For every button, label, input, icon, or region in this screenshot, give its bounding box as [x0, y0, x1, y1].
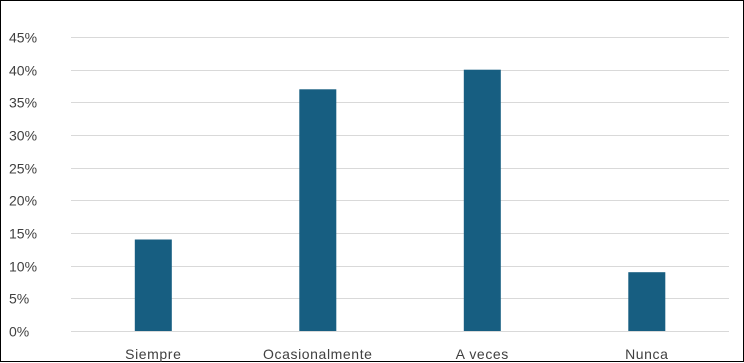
bar-a-veces — [463, 69, 501, 331]
y-tick-label: 15% — [9, 226, 37, 242]
y-tick-label: 20% — [9, 193, 37, 209]
bars — [134, 69, 666, 331]
y-tick-label: 5% — [9, 291, 29, 307]
x-category-label: Nunca — [625, 346, 668, 362]
y-tick-label: 35% — [9, 95, 37, 111]
x-category-label: A veces — [456, 346, 509, 362]
x-axis-category-labels: Siempre Ocasionalmente A veces Nunca — [125, 346, 668, 362]
bar-nunca — [628, 272, 666, 331]
y-tick-label: 0% — [9, 324, 29, 340]
bar-siempre — [134, 239, 172, 331]
y-tick-label: 25% — [9, 161, 37, 177]
gridlines — [71, 37, 729, 332]
y-axis-tick-labels: 0% 5% 10% 15% 20% 25% 30% 35% 40% 45% — [9, 30, 37, 340]
y-tick-label: 45% — [9, 30, 37, 46]
y-tick-label: 40% — [9, 63, 37, 79]
x-category-label: Siempre — [125, 346, 181, 362]
x-category-label: Ocasionalmente — [263, 346, 373, 362]
y-tick-label: 10% — [9, 259, 37, 275]
y-tick-label: 30% — [9, 128, 37, 144]
bar-ocasionalmente — [299, 89, 337, 331]
